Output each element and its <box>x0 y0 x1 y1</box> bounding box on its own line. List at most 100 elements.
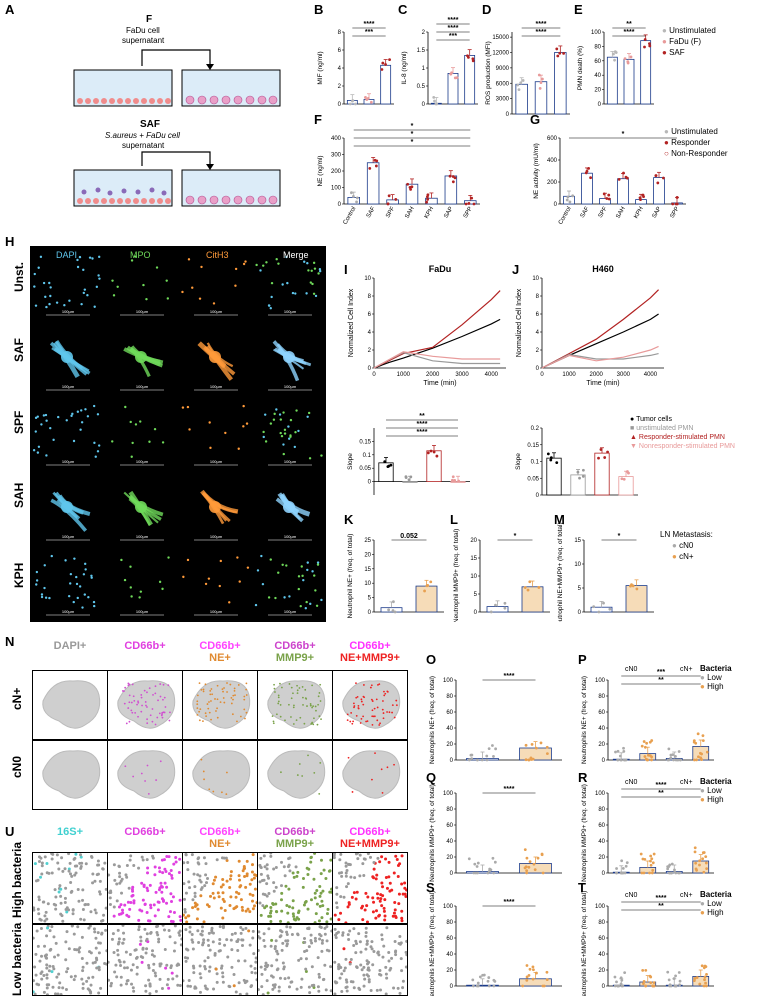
cell-dot <box>291 291 295 295</box>
y-axis-label: PMN death (%) <box>577 46 584 90</box>
bar <box>521 586 544 613</box>
spatial-tile <box>332 852 408 924</box>
y-tick-label: 4 <box>536 330 540 336</box>
spatial-point <box>141 898 145 902</box>
y-tick-label: 20 <box>446 742 453 748</box>
spatial-point <box>144 984 148 988</box>
spatial-point <box>118 871 122 875</box>
tsne-point <box>292 692 294 695</box>
spatial-point <box>218 942 222 946</box>
spatial-point <box>199 880 203 884</box>
spatial-point <box>53 888 57 892</box>
spatial-point <box>270 964 274 968</box>
bacteria-legend: Bacteria ● Low ● High <box>700 890 732 917</box>
spatial-point <box>278 976 282 980</box>
bar <box>653 177 665 205</box>
spatial-point <box>146 940 150 944</box>
y-tick-label: 80 <box>598 920 605 926</box>
data-point <box>545 752 549 756</box>
data-point <box>701 734 705 738</box>
y-tick-label: 100 <box>443 904 454 910</box>
spatial-point <box>81 969 85 973</box>
spatial-point <box>187 914 191 918</box>
data-point <box>531 977 535 981</box>
y-tick-label: 1 <box>422 66 426 72</box>
spatial-point <box>225 879 229 883</box>
spatial-point <box>33 906 36 910</box>
sig-label: * <box>411 131 414 138</box>
cell-dot <box>34 304 38 307</box>
spatial-point <box>365 904 369 908</box>
spatial-point <box>359 963 363 967</box>
spatial-point <box>289 980 293 984</box>
spatial-point <box>184 959 188 963</box>
data-point <box>587 166 591 170</box>
x-tick-label: 1000 <box>397 372 411 378</box>
spatial-point <box>342 947 346 951</box>
tsne-point <box>137 700 139 703</box>
cell-dot <box>308 457 312 460</box>
tsne-point <box>372 715 375 718</box>
data-point <box>619 976 623 980</box>
spatial-point <box>207 943 211 947</box>
spatial-point <box>267 927 271 931</box>
data-point <box>629 55 633 59</box>
data-point <box>532 968 535 972</box>
tsne-point <box>362 684 365 686</box>
spatial-point <box>306 907 310 911</box>
spatial-point <box>404 894 407 898</box>
sig-label: * <box>618 533 621 540</box>
cell-dot <box>311 570 314 573</box>
bar <box>444 175 458 205</box>
cell-dot <box>45 305 48 309</box>
spatial-point <box>159 881 163 885</box>
spatial-point <box>273 947 277 951</box>
tsne-point <box>317 695 320 698</box>
data-point <box>672 758 675 762</box>
legend-be-item: FaDu (F) <box>669 37 702 46</box>
spatial-point <box>345 885 349 889</box>
spatial-point <box>186 868 190 872</box>
panel-label-b: B <box>314 2 324 17</box>
spatial-point <box>276 952 280 956</box>
spatial-point <box>57 972 61 976</box>
y-tick-label: 20 <box>470 538 477 544</box>
spatial-point <box>269 853 273 855</box>
spatial-point <box>131 893 135 897</box>
tsne-blob <box>342 750 401 799</box>
legend-klm-item: cN+ <box>679 552 694 561</box>
spatial-point <box>64 940 68 944</box>
cell-dot <box>244 260 247 263</box>
spatial-point <box>337 871 341 875</box>
data-point <box>621 866 625 870</box>
spatial-point <box>290 932 294 936</box>
data-point <box>532 862 536 866</box>
tsne-point <box>271 715 274 718</box>
data-point <box>432 450 436 454</box>
tsne-point <box>378 683 381 686</box>
spatial-point <box>38 959 42 963</box>
spatial-point <box>211 882 215 886</box>
spatial-point <box>307 945 311 949</box>
cell-dot <box>80 421 84 424</box>
tsne-point <box>305 697 308 700</box>
spatial-point <box>60 856 64 860</box>
spatial-point <box>246 907 250 911</box>
tsne-point <box>318 793 321 795</box>
tsne-point <box>299 716 302 719</box>
data-point <box>603 456 607 459</box>
spatial-point <box>253 971 257 975</box>
spatial-point <box>92 927 96 931</box>
y-tick-label: 200 <box>331 169 342 175</box>
spatial-point <box>313 921 317 923</box>
legend-be: ● Unstimulated ● FaDu (F) ● SAF <box>662 26 716 57</box>
scale-bar-label: 100µm <box>136 459 149 464</box>
cell-dot <box>72 439 76 443</box>
tsne-point <box>272 720 275 723</box>
spatial-point <box>94 911 98 915</box>
cell-dot <box>64 559 67 562</box>
spatial-point <box>200 886 204 890</box>
cell-dot <box>81 606 84 609</box>
